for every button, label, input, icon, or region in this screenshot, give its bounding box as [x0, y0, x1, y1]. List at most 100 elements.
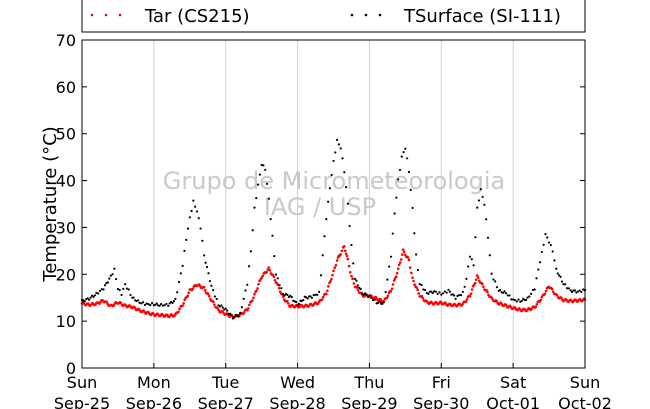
data-point	[560, 296, 563, 299]
data-point	[340, 249, 344, 253]
y-tick-label: 50	[56, 125, 76, 144]
legend-marker	[104, 13, 108, 17]
data-point	[356, 284, 360, 287]
data-point	[345, 254, 349, 258]
data-point	[495, 286, 499, 289]
data-point	[330, 173, 333, 177]
data-point	[258, 173, 261, 176]
data-point	[103, 284, 107, 287]
data-point	[582, 288, 585, 291]
data-point	[506, 294, 509, 297]
data-point	[255, 289, 258, 293]
data-point	[488, 254, 491, 257]
data-point	[335, 259, 339, 262]
x-tick-label-day: Sun	[570, 373, 600, 392]
data-point	[397, 263, 401, 267]
data-point	[140, 302, 143, 305]
data-point	[464, 300, 468, 303]
data-point	[132, 296, 135, 299]
data-point	[344, 186, 348, 189]
data-point	[150, 302, 154, 305]
data-point	[190, 209, 193, 213]
data-point	[534, 305, 538, 309]
data-point	[95, 291, 98, 294]
data-point	[276, 277, 279, 280]
data-point	[443, 290, 446, 293]
data-point	[398, 168, 402, 172]
data-point	[242, 310, 246, 314]
data-point	[274, 273, 278, 276]
data-point	[433, 290, 436, 293]
data-point	[540, 250, 543, 254]
data-point	[413, 283, 416, 287]
data-point	[347, 264, 351, 268]
data-point	[400, 253, 404, 256]
data-point	[373, 298, 376, 301]
data-point	[465, 277, 468, 281]
data-point	[392, 279, 396, 282]
data-point	[530, 292, 533, 295]
data-point	[490, 272, 493, 275]
data-point	[238, 311, 242, 315]
data-point	[503, 290, 506, 293]
data-point	[404, 147, 407, 150]
data-point	[102, 288, 105, 291]
data-point	[551, 290, 555, 293]
data-point	[416, 268, 420, 272]
data-point	[237, 314, 240, 317]
data-point	[118, 288, 121, 292]
data-point	[543, 292, 547, 296]
data-point	[558, 274, 561, 277]
data-point	[273, 255, 276, 258]
data-point	[179, 272, 182, 275]
data-point	[116, 287, 120, 291]
data-point	[468, 294, 472, 298]
data-point	[339, 253, 342, 256]
data-point	[551, 250, 554, 253]
data-point	[163, 304, 166, 307]
data-point	[538, 261, 542, 264]
data-point	[453, 294, 456, 297]
legend-marker	[378, 13, 382, 17]
data-point	[550, 287, 554, 291]
data-point	[252, 296, 255, 300]
data-point	[371, 299, 375, 302]
data-point	[97, 292, 100, 295]
legend-marker	[350, 13, 354, 17]
data-point	[565, 287, 569, 290]
data-point	[501, 291, 505, 294]
data-point	[427, 292, 430, 295]
y-tick-label: 40	[56, 172, 76, 191]
watermark-line-2: IAG / USP	[264, 193, 376, 221]
data-point	[154, 303, 157, 306]
data-point	[264, 168, 267, 171]
data-point	[120, 293, 123, 297]
plot-frame	[81, 39, 586, 369]
data-point	[106, 281, 109, 284]
x-tick-label-day: Mon	[137, 373, 171, 392]
data-point	[412, 279, 415, 283]
data-point	[492, 278, 495, 281]
data-point	[485, 218, 488, 221]
data-point	[306, 297, 309, 300]
data-point	[411, 276, 414, 280]
data-point	[470, 288, 474, 291]
data-point	[147, 303, 150, 306]
data-point	[325, 218, 328, 221]
x-tick-label-date: Sep-26	[126, 394, 182, 409]
data-point	[212, 300, 215, 304]
data-point	[125, 287, 129, 290]
data-point	[221, 306, 224, 309]
data-point	[207, 294, 211, 298]
data-point	[203, 289, 207, 292]
data-point	[411, 206, 414, 210]
data-point	[277, 286, 281, 290]
data-point	[415, 286, 418, 289]
data-point	[348, 224, 351, 228]
data-point	[112, 304, 116, 307]
y-axis-label: Temperature (°C)	[40, 126, 61, 282]
x-tick-label-day: Wed	[280, 373, 315, 392]
data-point	[242, 297, 245, 300]
data-point	[280, 287, 283, 290]
data-point	[456, 294, 459, 298]
